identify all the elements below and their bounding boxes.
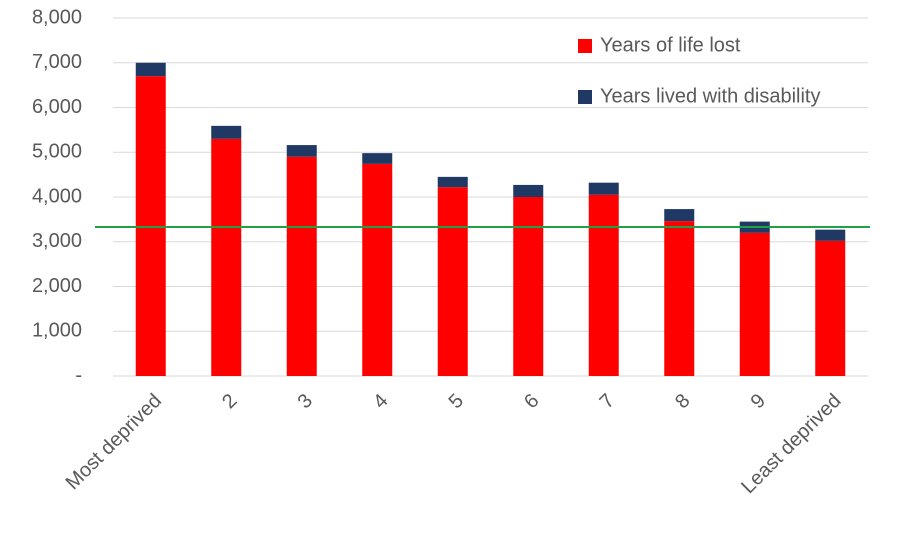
bar-segment — [664, 221, 695, 376]
legend-swatch — [578, 39, 592, 53]
x-tick-label: 5 — [445, 390, 468, 413]
legend-label: Years lived with disability — [600, 85, 820, 107]
bar-segment — [815, 240, 846, 376]
bar-segment — [286, 156, 317, 376]
y-tick-label: 3,000 — [32, 230, 82, 252]
bar-segment — [362, 163, 393, 376]
bar-segment — [815, 229, 846, 241]
bar-segment — [588, 194, 619, 376]
bar-segment — [513, 197, 544, 376]
legend-label: Years of life lost — [600, 34, 741, 56]
x-tick-label: Least deprived — [737, 390, 845, 498]
y-tick-label: 5,000 — [32, 141, 82, 163]
y-tick-label: - — [75, 364, 82, 386]
y-tick-label: 1,000 — [32, 320, 82, 342]
y-tick-label: 4,000 — [32, 185, 82, 207]
bar-segment — [437, 176, 468, 188]
bar-segment — [437, 187, 468, 376]
y-tick-label: 6,000 — [32, 96, 82, 118]
bar-segment — [286, 145, 317, 157]
x-tick-label: 3 — [294, 390, 317, 413]
x-tick-label: 9 — [747, 390, 770, 413]
bar-segment — [513, 184, 544, 197]
x-tick-label: 4 — [369, 390, 392, 413]
y-tick-label: 7,000 — [32, 51, 82, 73]
x-tick-label: 6 — [520, 390, 543, 413]
bar-segment — [739, 232, 770, 376]
bar-segment — [135, 62, 166, 77]
x-tick-label: Most deprived — [62, 390, 166, 494]
y-tick-label: 2,000 — [32, 275, 82, 297]
bar-segment — [211, 125, 242, 139]
bar-segment — [664, 209, 695, 222]
x-tick-label: 7 — [596, 390, 619, 413]
bar-segment — [362, 153, 393, 164]
x-tick-label: 8 — [671, 390, 694, 413]
x-tick-label: 2 — [218, 390, 241, 413]
legend-swatch — [578, 90, 592, 104]
bar-segment — [588, 182, 619, 195]
y-tick-label: 8,000 — [32, 6, 82, 28]
bar-segment — [211, 138, 242, 376]
